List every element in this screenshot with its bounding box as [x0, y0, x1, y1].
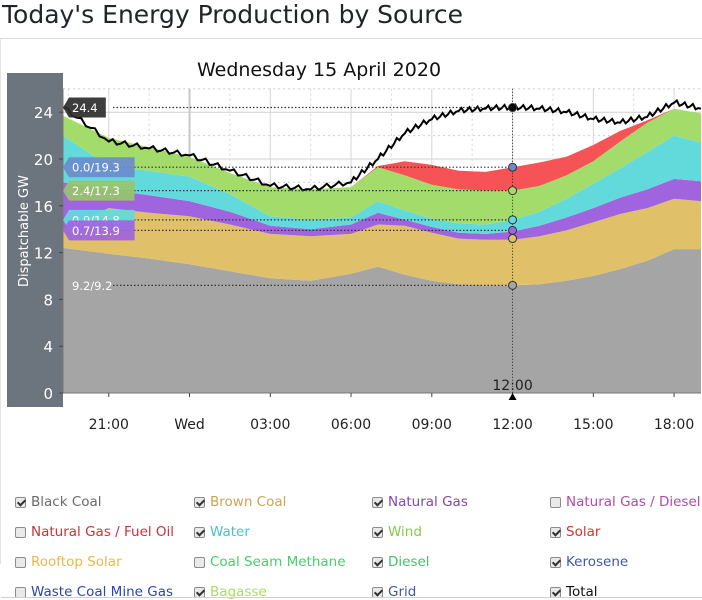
legend-item-coal-seam-methane[interactable]: Coal Seam Methane: [194, 554, 346, 570]
legend-label: Brown Coal: [210, 494, 287, 510]
legend-checkbox[interactable]: [372, 496, 383, 508]
value-flag: [63, 180, 135, 201]
legend-label: Solar: [566, 524, 601, 540]
x-tick-label: 06:00: [331, 417, 371, 433]
x-tick-label: Wed: [174, 417, 205, 433]
page-title: Today's Energy Production by Source: [2, 0, 464, 29]
legend-item-brown-coal[interactable]: Brown Coal: [194, 494, 286, 510]
y-tick-label: 12: [34, 245, 53, 263]
value-flag-label: 2.4/17.3: [72, 184, 120, 198]
legend-label: Kerosene: [566, 554, 629, 570]
area-black-coal[interactable]: [63, 247, 701, 393]
x-tick-label: 12:00: [492, 417, 532, 433]
legend-checkbox[interactable]: [15, 556, 26, 568]
legend-item-black-coal[interactable]: Black Coal: [15, 494, 102, 510]
area-brown-coal[interactable]: [63, 198, 701, 286]
y-tick-label: 4: [43, 338, 53, 356]
legend-checkbox[interactable]: [372, 556, 383, 568]
legend-item-diesel[interactable]: Diesel: [372, 554, 430, 570]
cursor-marker: [508, 103, 518, 113]
cursor-marker: [508, 225, 518, 235]
y-axis-panel: [7, 73, 63, 407]
value-flag: [63, 97, 106, 118]
chart-card: Wednesday 15 April 2020 Dispatchable GW …: [0, 38, 702, 600]
legend-checkbox[interactable]: [194, 586, 205, 598]
x-tick-label: 15:00: [573, 417, 613, 433]
legend-label: Natural Gas / Fuel Oil: [31, 524, 175, 540]
legend-item-wind[interactable]: Wind: [372, 524, 422, 540]
cursor-label: 12:00: [492, 378, 532, 394]
legend-label: Black Coal: [31, 494, 102, 510]
cursor-marker: [508, 162, 518, 172]
y-tick-label: 0: [43, 385, 53, 403]
legend-item-rooftop-solar[interactable]: Rooftop Solar: [15, 554, 122, 570]
legend-checkbox[interactable]: [194, 526, 205, 538]
legend-label: Natural Gas / Diesel: [566, 494, 701, 510]
legend-item-solar[interactable]: Solar: [550, 524, 600, 540]
value-flag-label: 0.7/13.9: [72, 224, 120, 238]
legend-checkbox[interactable]: [372, 526, 383, 538]
value-flag-label: 24.4: [72, 101, 98, 115]
legend-checkbox[interactable]: [550, 586, 561, 598]
energy-chart[interactable]: Wednesday 15 April 2020 Dispatchable GW …: [1, 39, 702, 451]
value-flag-label: 9.2/9.2: [72, 279, 112, 293]
area-solar[interactable]: [63, 108, 701, 191]
x-tick-label: 21:00: [89, 417, 129, 433]
legend-item-kerosene[interactable]: Kerosene: [550, 554, 628, 570]
chart-title: Wednesday 15 April 2020: [197, 59, 441, 81]
plot-area: 0 4 8 12 16 20 24 21:00 Wed 03:00 06:00 09:00 12:00 1…: [34, 88, 702, 433]
legend-item-natural-gas-diesel[interactable]: Natural Gas / Diesel: [550, 494, 701, 510]
divider: [1, 597, 702, 598]
y-tick-label: 24: [34, 104, 53, 122]
x-tick-label: 18:00: [654, 417, 694, 433]
value-flag: [63, 220, 135, 241]
legend-checkbox[interactable]: [550, 556, 561, 568]
value-flag: [63, 157, 135, 178]
x-tick-label: 03:00: [250, 417, 290, 433]
legend-checkbox[interactable]: [194, 556, 205, 568]
y-tick-label: 8: [43, 291, 53, 309]
legend-label: Natural Gas: [388, 494, 468, 510]
legend-label: Wind: [388, 524, 422, 540]
cursor-marker: [508, 186, 518, 196]
legend-checkbox[interactable]: [194, 496, 205, 508]
legend-label: Water: [210, 524, 250, 540]
y-tick-label: 20: [34, 151, 53, 169]
legend-item-water[interactable]: Water: [194, 524, 250, 540]
area-water[interactable]: [63, 135, 701, 234]
cursor-marker: [508, 280, 518, 290]
legend-checkbox[interactable]: [372, 586, 383, 598]
legend-label: Coal Seam Methane: [210, 554, 346, 570]
legend-label: Diesel: [388, 554, 430, 570]
legend-checkbox[interactable]: [15, 496, 26, 508]
value-flag-label: 0.0/19.3: [72, 161, 120, 175]
x-tick-label: 09:00: [412, 417, 452, 433]
legend-item-natural-gas-fuel-oil[interactable]: Natural Gas / Fuel Oil: [15, 524, 174, 540]
y-axis-label: Dispatchable GW: [17, 175, 32, 287]
area-wind[interactable]: [63, 108, 701, 225]
y-tick-label: 16: [34, 198, 53, 216]
legend-checkbox[interactable]: [550, 526, 561, 538]
legend-checkbox[interactable]: [15, 586, 26, 598]
cursor-marker: [508, 234, 518, 244]
total-line[interactable]: [62, 98, 702, 192]
area-natural-gas[interactable]: [63, 178, 701, 240]
cursor-triangle-icon[interactable]: [508, 393, 517, 400]
legend-checkbox[interactable]: [15, 526, 26, 538]
legend-checkbox[interactable]: [550, 496, 561, 508]
legend-label: Rooftop Solar: [31, 554, 122, 570]
cursor-marker: [508, 215, 518, 225]
legend-item-natural-gas[interactable]: Natural Gas: [372, 494, 468, 510]
